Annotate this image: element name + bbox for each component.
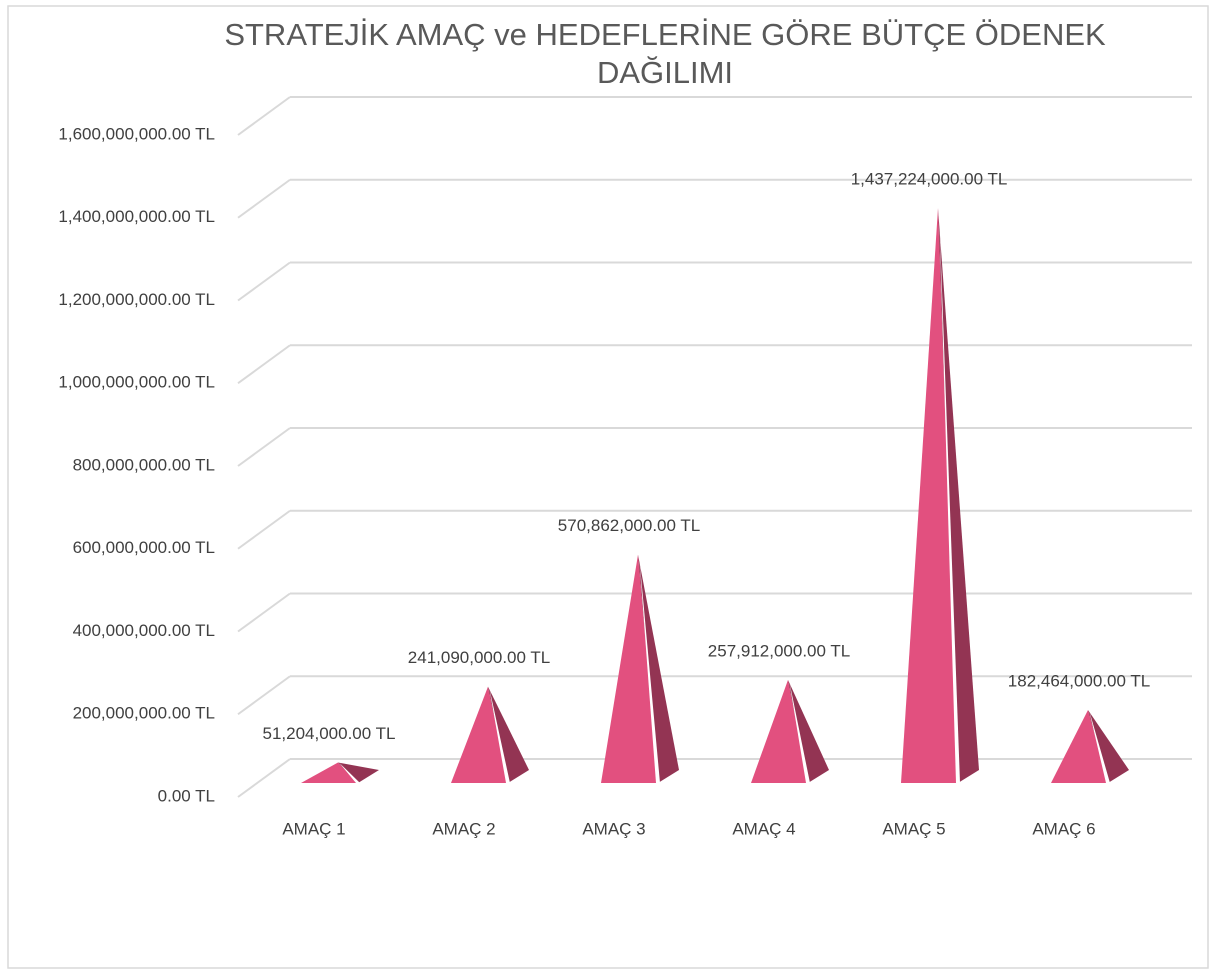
- pyramid: [601, 554, 679, 783]
- pyramid-front: [601, 554, 658, 783]
- pyramid-edge: [339, 762, 360, 783]
- x-tick-label: AMAÇ 4: [732, 819, 795, 838]
- grid-line-floor: [237, 96, 291, 136]
- grid-line-floor: [237, 261, 291, 302]
- data-label: 51,204,000.00 TL: [263, 724, 396, 743]
- data-label: 182,464,000.00 TL: [1008, 671, 1150, 690]
- grid-line-floor: [237, 592, 291, 633]
- grid-line-floor: [237, 427, 291, 467]
- y-tick-label: 1,000,000,000.00 TL: [58, 373, 215, 392]
- pyramid-side: [1088, 710, 1129, 783]
- pyramid-side: [488, 686, 529, 783]
- pyramid-edge: [939, 208, 960, 783]
- y-tick-label: 1,400,000,000.00 TL: [58, 207, 215, 226]
- pyramid-side: [638, 554, 679, 783]
- x-tick-label: AMAÇ 2: [432, 819, 495, 838]
- y-tick-label: 400,000,000.00 TL: [73, 621, 215, 640]
- grid-line-floor: [237, 178, 291, 219]
- grid-line-floor: [237, 344, 291, 385]
- y-tick-label: 1,200,000,000.00 TL: [58, 290, 215, 309]
- pyramid-front: [1051, 710, 1108, 783]
- y-tick-label: 1,600,000,000.00 TL: [58, 124, 215, 143]
- y-tick-label: 0.00 TL: [158, 786, 215, 805]
- data-label: 241,090,000.00 TL: [408, 648, 550, 667]
- pyramid: [451, 686, 529, 783]
- grid-line-floor: [237, 675, 291, 716]
- x-tick-label: AMAÇ 1: [282, 819, 345, 838]
- data-label: 257,912,000.00 TL: [708, 641, 850, 660]
- pyramid-side: [338, 762, 379, 783]
- chart-border: [7, 5, 1209, 969]
- pyramid-edge: [1089, 710, 1110, 783]
- pyramid-edge: [489, 686, 510, 783]
- pyramid-front: [451, 686, 508, 783]
- pyramid: [1051, 710, 1129, 783]
- x-tick-label: AMAÇ 3: [582, 819, 645, 838]
- chart-title: STRATEJİK AMAÇ ve HEDEFLERİNE GÖRE BÜTÇE…: [224, 17, 1106, 90]
- data-label: 1,437,224,000.00 TL: [851, 170, 1008, 189]
- y-tick-label: 200,000,000.00 TL: [73, 704, 215, 723]
- x-tick-label: AMAÇ 5: [882, 819, 945, 838]
- y-tick-label: 600,000,000.00 TL: [73, 538, 215, 557]
- pyramid: [751, 679, 829, 783]
- grid-line-floor: [237, 758, 291, 798]
- pyramid: [301, 762, 379, 783]
- title-box: STRATEJİK AMAÇ ve HEDEFLERİNE GÖRE BÜTÇE…: [224, 17, 1106, 90]
- y-tick-label: 800,000,000.00 TL: [73, 455, 215, 474]
- pyramid-side: [788, 679, 829, 783]
- pyramid-front: [751, 679, 808, 783]
- pyramid: [901, 208, 979, 783]
- pyramid-edge: [639, 554, 660, 783]
- x-tick-label: AMAÇ 6: [1032, 819, 1095, 838]
- pyramid-edge: [789, 679, 810, 783]
- pyramid-front: [901, 208, 958, 783]
- grid-line-floor: [237, 509, 291, 550]
- data-label: 570,862,000.00 TL: [558, 516, 700, 535]
- pyramid-side: [938, 208, 979, 783]
- pyramid-front: [301, 762, 358, 783]
